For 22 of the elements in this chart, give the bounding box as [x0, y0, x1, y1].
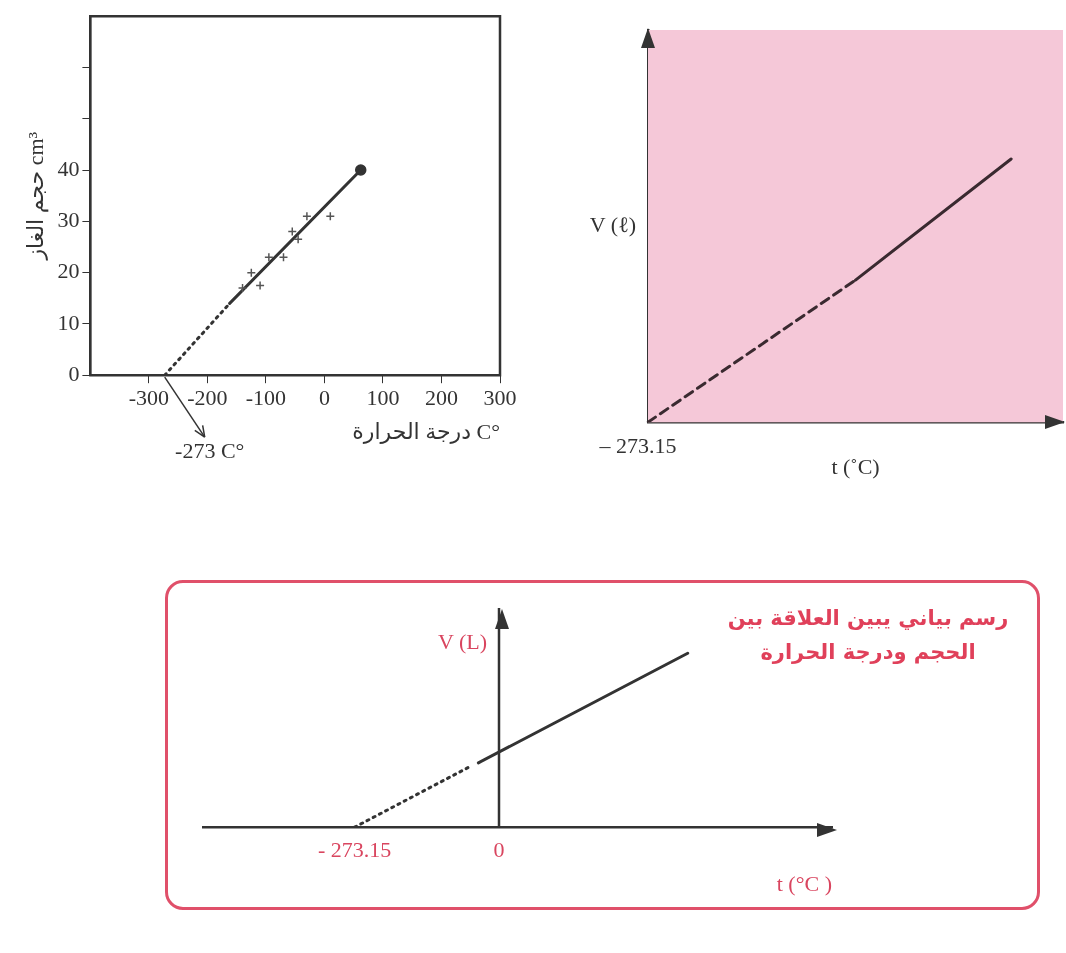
x-tick-label: 100 — [366, 385, 400, 411]
x-tick-label: -300 — [128, 385, 170, 411]
x-tick-label: -100 — [245, 385, 287, 411]
chart-title: رسم بياني يبين العلاقة بين الحجم ودرجة الحرارة — [726, 605, 1010, 666]
annotation: -273 C° — [175, 437, 245, 463]
x-axis-title: t (°C ) — [776, 870, 832, 896]
y-axis-title: حجم الغاز cm³ — [22, 131, 49, 261]
y-tick-label: 10 — [57, 309, 80, 335]
x-tick-label: 0 — [318, 385, 330, 411]
x-tick-label: -200 — [187, 385, 228, 411]
y-axis-title: V (L) — [437, 628, 487, 654]
y-tick-label: 20 — [57, 258, 80, 284]
x-tick-label: 300 — [483, 385, 517, 411]
y-tick-label: 30 — [57, 207, 80, 233]
y-tick-label: 40 — [57, 155, 80, 181]
x-tick-label: - 273.15 — [317, 837, 392, 863]
x-axis-title: t (˚C) — [831, 453, 880, 479]
text: – 273.15 — [598, 432, 677, 458]
y-tick-label: 0 — [68, 360, 80, 386]
x-axis-title: درجة الحرارة C° — [352, 418, 500, 444]
y-axis-title: V (ℓ) — [589, 211, 636, 237]
x-tick-label: 200 — [424, 385, 458, 411]
